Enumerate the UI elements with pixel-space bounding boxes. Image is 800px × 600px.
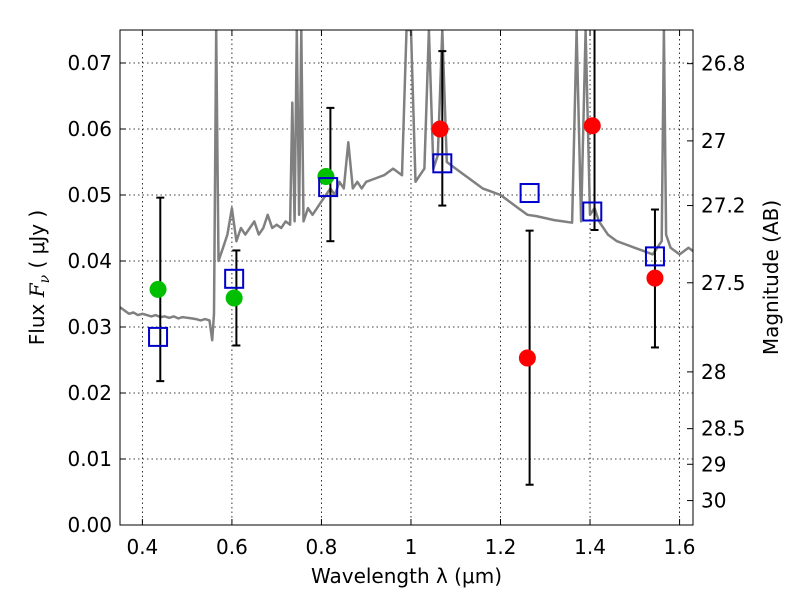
- points-layer: [148, 117, 665, 367]
- y-tick-label: 0.02: [67, 381, 112, 405]
- data-point-circle: [518, 349, 536, 367]
- y-tick-label: 0.07: [67, 51, 112, 75]
- y-axis-label-prefix: Flux: [25, 297, 49, 345]
- data-point-circle: [431, 120, 449, 138]
- y-axis-label-symbol: F: [25, 282, 49, 298]
- y-tick-label: 0.06: [67, 117, 112, 141]
- data-point-square: [519, 183, 540, 204]
- y2-tick-label: 29: [701, 452, 726, 476]
- y2-tick-label: 27.5: [701, 271, 746, 295]
- data-point-circle: [225, 289, 243, 307]
- data-point-square: [582, 201, 603, 222]
- y2-tick-label: 27.2: [701, 194, 746, 218]
- y-axis-label: Flux Fν ( μJy ): [25, 210, 53, 345]
- x-tick-label: 0.6: [216, 535, 248, 559]
- x-tick-label: 0.4: [126, 535, 158, 559]
- data-point-square: [148, 326, 169, 347]
- model-spectrum-layer: [120, 30, 693, 342]
- data-point-circle: [583, 117, 601, 135]
- y-tick-label: 0.00: [67, 513, 112, 537]
- data-point-square: [224, 268, 245, 289]
- y-axis-label-suffix: ( μJy ): [25, 210, 49, 275]
- data-point-circle: [149, 280, 167, 298]
- y2-tick-label: 28: [701, 360, 726, 384]
- y-axis-label-subscript: ν: [37, 274, 53, 283]
- y2-tick-label: 26.8: [701, 52, 746, 76]
- x-tick-label: 1.2: [485, 535, 517, 559]
- y-tick-label: 0.05: [67, 183, 112, 207]
- grid-layer: [120, 30, 693, 525]
- y-tick-label: 0.01: [67, 447, 112, 471]
- data-point-square: [318, 177, 339, 198]
- y2-axis-label: Magnitude (AB): [759, 200, 783, 355]
- y2-tick-label: 27: [701, 129, 726, 153]
- ticks-layer: 0.4 0.6 0.8 1 1.2 1.4 1.6 0.00 0.01 0.02 0.03 0.04 0…: [67, 30, 746, 559]
- x-axis-label: Wavelength λ (μm): [311, 564, 502, 588]
- data-point-square: [432, 153, 453, 174]
- y2-tick-label: 28.5: [701, 417, 746, 441]
- model-spectrum-line: [120, 30, 693, 342]
- data-point-square: [644, 246, 665, 267]
- x-tick-label: 1.6: [664, 535, 696, 559]
- y-tick-label: 0.03: [67, 315, 112, 339]
- y-tick-label: 0.04: [67, 249, 112, 273]
- x-tick-label: 0.8: [306, 535, 338, 559]
- x-tick-label: 1: [405, 535, 418, 559]
- y2-tick-label: 30: [701, 489, 726, 513]
- data-point-circle: [646, 269, 664, 287]
- x-tick-label: 1.4: [574, 535, 606, 559]
- plot-frame: [119, 29, 694, 526]
- data-point-circle: [317, 168, 335, 186]
